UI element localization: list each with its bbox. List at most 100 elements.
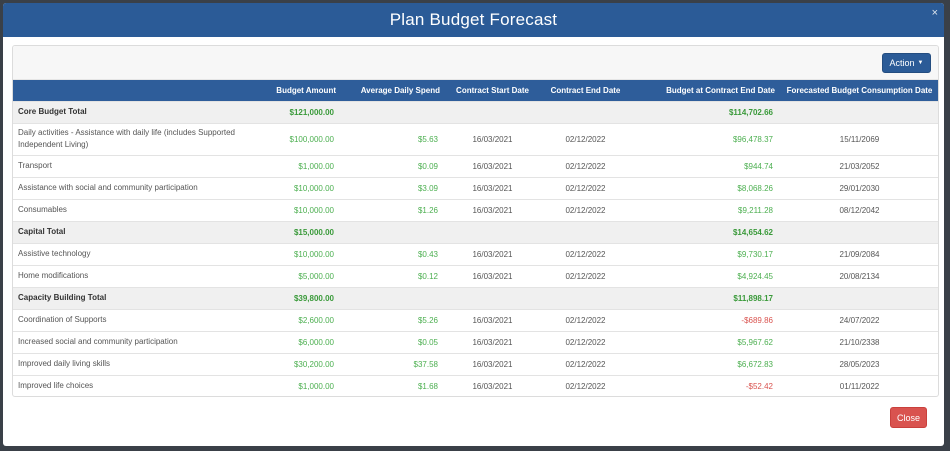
cell-end: 02/12/2022 (541, 264, 630, 287)
cell-start: 16/03/2021 (444, 352, 541, 375)
cell-end: 02/12/2022 (541, 374, 630, 396)
cell-avg: $37.58 (340, 352, 444, 375)
table-row-total: Capacity Building Total $39,800.00 $11,898… (13, 286, 938, 309)
cell-forecast: 08/12/2042 (779, 198, 938, 221)
cell-budget: $2,600.00 (251, 308, 340, 331)
caret-down-icon: ▼ (917, 60, 924, 66)
column-header-category (13, 80, 251, 101)
cell-avg: $0.05 (340, 330, 444, 353)
cell-budget: $10,000.00 (251, 198, 340, 221)
cell-name: Capacity Building Total (13, 286, 251, 309)
cell-budget: $6,000.00 (251, 330, 340, 353)
cell-avg (340, 220, 444, 243)
cell-forecast (779, 100, 938, 123)
cell-start: 16/03/2021 (444, 198, 541, 221)
modal-title: Plan Budget Forecast (389, 10, 558, 29)
cell-at-end: $6,672.83 (630, 352, 779, 375)
column-header-contract-end-date: Contract End Date (541, 80, 630, 101)
cell-start: 16/03/2021 (444, 330, 541, 353)
cell-name: Assistance with social and community par… (13, 176, 251, 199)
cell-end (541, 220, 630, 243)
cell-name: Capital Total (13, 220, 251, 243)
table-row: Improved life choices $1,000.00 $1.68 16/03… (13, 374, 938, 396)
cell-budget: $30,200.00 (251, 352, 340, 375)
cell-name: Transport (13, 154, 251, 177)
table-row: Assistive technology $10,000.00 $0.43 16/03… (13, 242, 938, 265)
cell-end: 02/12/2022 (541, 176, 630, 199)
cell-name: Home modifications (13, 264, 251, 287)
cell-end: 02/12/2022 (541, 198, 630, 221)
column-header-forecasted-consumption-date: Forecasted Budget Consumption Date (779, 80, 938, 101)
table-row: Consumables $10,000.00 $1.26 16/03/2021 02/1… (13, 198, 938, 221)
cell-name: Improved life choices (13, 374, 251, 396)
cell-budget: $5,000.00 (251, 264, 340, 287)
cell-budget: $15,000.00 (251, 220, 340, 243)
cell-start (444, 220, 541, 243)
cell-forecast: 29/01/2030 (779, 176, 938, 199)
table-body: Core Budget Total $121,000.00 $114,702.66 D… (13, 100, 938, 396)
cell-budget: $10,000.00 (251, 176, 340, 199)
cell-forecast: 21/03/2052 (779, 154, 938, 177)
table-row: Daily activities - Assistance with daily… (13, 122, 938, 155)
cell-name: Increased social and community participa… (13, 330, 251, 353)
cell-at-end: $14,654.62 (630, 220, 779, 243)
cell-avg (340, 286, 444, 309)
cell-name: Consumables (13, 198, 251, 221)
cell-forecast (779, 286, 938, 309)
cell-name: Improved daily living skills (13, 352, 251, 375)
cell-avg: $1.68 (340, 374, 444, 396)
cell-budget: $39,800.00 (251, 286, 340, 309)
cell-at-end: $114,702.66 (630, 100, 779, 123)
cell-at-end: $5,967.62 (630, 330, 779, 353)
action-button-label: Action (889, 58, 915, 68)
cell-name: Assistive technology (13, 242, 251, 265)
cell-budget: $1,000.00 (251, 374, 340, 396)
cell-start (444, 286, 541, 309)
cell-forecast: 15/11/2069 (779, 122, 938, 155)
cell-end: 02/12/2022 (541, 352, 630, 375)
table-row: Improved daily living skills $30,200.00 $3… (13, 352, 938, 375)
column-header-average-daily-spend: Average Daily Spend (340, 80, 444, 101)
cell-at-end: $9,730.17 (630, 242, 779, 265)
cell-avg: $0.43 (340, 242, 444, 265)
cell-avg: $5.63 (340, 122, 444, 155)
cell-end (541, 100, 630, 123)
plan-budget-forecast-modal: Plan Budget Forecast × Action ▼ (3, 3, 944, 446)
table-row: Transport $1,000.00 $0.09 16/03/2021 02/12/2… (13, 154, 938, 177)
table-row: Home modifications $5,000.00 $0.12 16/03/20… (13, 264, 938, 287)
close-icon[interactable]: × (931, 7, 938, 19)
cell-name: Daily activities - Assistance with daily… (13, 122, 251, 155)
cell-start: 16/03/2021 (444, 264, 541, 287)
table-row-total: Capital Total $15,000.00 $14,654.62 (13, 220, 938, 243)
cell-at-end: $4,924.45 (630, 264, 779, 287)
cell-budget: $1,000.00 (251, 154, 340, 177)
toolbar: Action ▼ (13, 46, 938, 80)
column-header-contract-start-date: Contract Start Date (444, 80, 541, 101)
cell-avg: $0.09 (340, 154, 444, 177)
cell-name: Coordination of Supports (13, 308, 251, 331)
table-header: Budget Amount Average Daily Spend Contra… (13, 80, 938, 101)
cell-avg (340, 100, 444, 123)
table-row: Assistance with social and community par… (13, 176, 938, 199)
cell-start: 16/03/2021 (444, 308, 541, 331)
cell-end (541, 286, 630, 309)
cell-forecast: 01/11/2022 (779, 374, 938, 396)
close-button[interactable]: Close (890, 407, 927, 428)
action-dropdown-button[interactable]: Action ▼ (882, 53, 931, 73)
cell-budget: $100,000.00 (251, 122, 340, 155)
cell-avg: $3.09 (340, 176, 444, 199)
cell-forecast: 24/07/2022 (779, 308, 938, 331)
table-row-total: Core Budget Total $121,000.00 $114,702.66 (13, 100, 938, 123)
cell-start: 16/03/2021 (444, 374, 541, 396)
modal-header: Plan Budget Forecast × (3, 3, 944, 37)
cell-start: 16/03/2021 (444, 176, 541, 199)
cell-start: 16/03/2021 (444, 122, 541, 155)
budget-forecast-table: Budget Amount Average Daily Spend Contra… (13, 80, 938, 396)
cell-start: 16/03/2021 (444, 154, 541, 177)
table-row: Coordination of Supports $2,600.00 $5.26 16… (13, 308, 938, 331)
cell-at-end: -$689.86 (630, 308, 779, 331)
cell-start: 16/03/2021 (444, 242, 541, 265)
cell-avg: $1.26 (340, 198, 444, 221)
cell-end: 02/12/2022 (541, 154, 630, 177)
cell-at-end: $11,898.17 (630, 286, 779, 309)
